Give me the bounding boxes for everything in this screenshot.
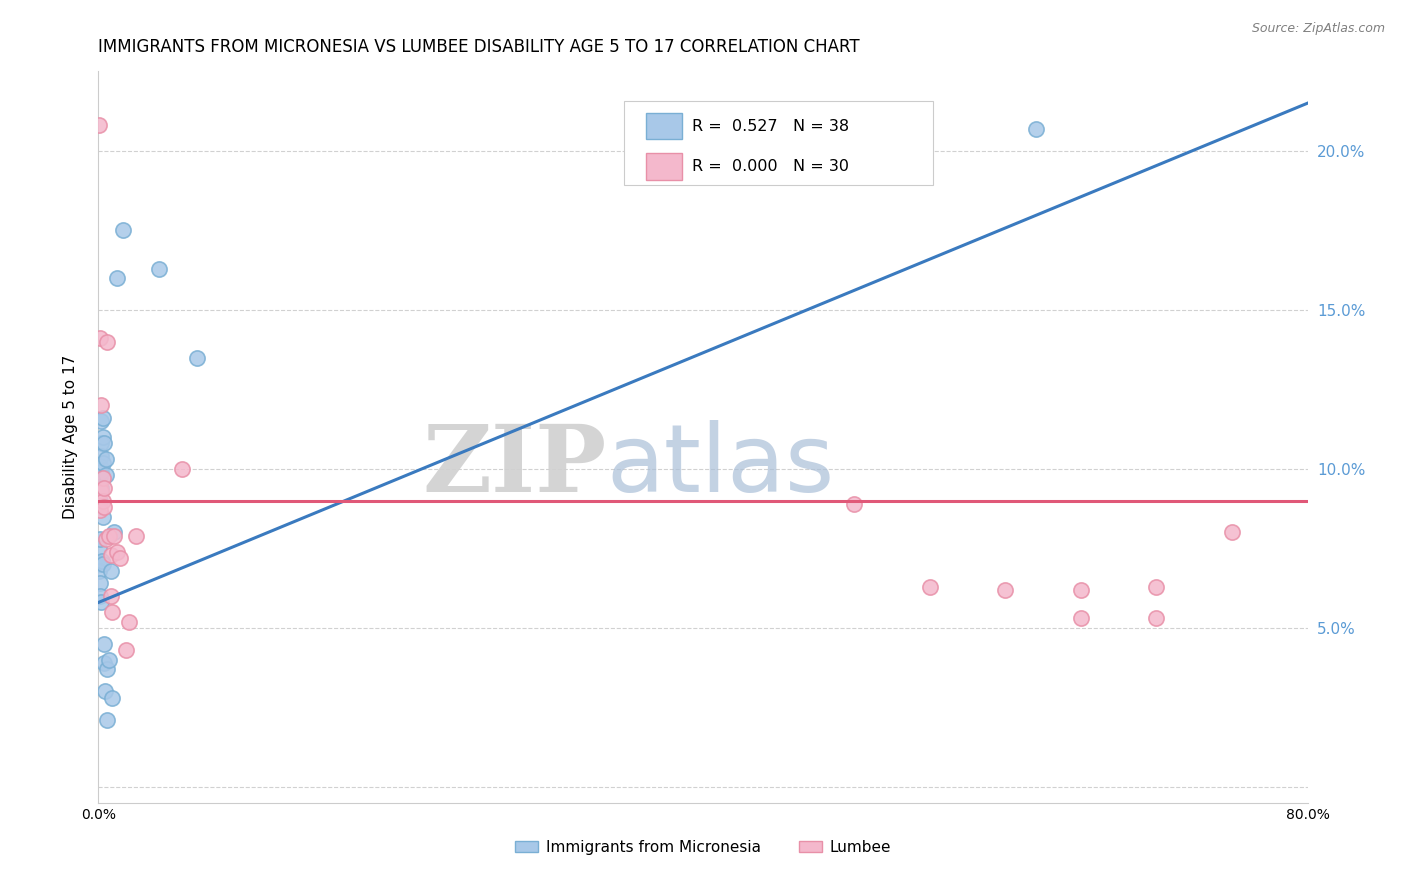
Point [91, 554, 114, 568]
Point [89, 503, 111, 517]
Point [114, 643, 136, 657]
Point [91, 456, 114, 470]
Point [93, 637, 115, 651]
Point [90, 449, 112, 463]
Point [90, 414, 112, 428]
Point [994, 582, 1017, 597]
Point [90, 436, 112, 450]
Point [125, 529, 148, 543]
Point [100, 548, 122, 562]
Text: atlas: atlas [606, 420, 835, 512]
Point [844, 497, 866, 511]
Point [1070, 611, 1092, 625]
Point [1144, 580, 1167, 594]
Point [100, 589, 122, 603]
Point [89, 541, 111, 556]
Point [101, 605, 124, 619]
Bar [647, 153, 682, 179]
Point [96, 713, 118, 727]
Point [148, 261, 170, 276]
Bar [647, 113, 682, 139]
Y-axis label: Disability Age 5 to 17: Disability Age 5 to 17 [63, 355, 77, 519]
Text: Source: ZipAtlas.com: Source: ZipAtlas.com [1251, 22, 1385, 36]
Point [103, 529, 125, 543]
Point [96, 662, 118, 676]
Point [101, 690, 124, 705]
Point [90, 465, 112, 479]
Point [90, 484, 112, 499]
Point [89, 331, 111, 345]
Point [186, 351, 208, 365]
Point [96, 334, 118, 349]
Point [89, 493, 111, 508]
Point [93, 481, 115, 495]
Point [91, 509, 114, 524]
Text: ZIP: ZIP [422, 421, 606, 511]
Point [94, 468, 117, 483]
Point [1144, 611, 1167, 625]
Point [89, 119, 111, 133]
Point [103, 525, 125, 540]
Point [100, 564, 122, 578]
Text: R =  0.527   N = 38: R = 0.527 N = 38 [692, 119, 849, 134]
Point [108, 550, 131, 565]
Point [98, 653, 121, 667]
Point [89, 532, 111, 546]
Point [105, 271, 128, 285]
Point [89, 471, 111, 485]
Point [93, 656, 115, 670]
Point [94, 684, 117, 698]
Point [89, 458, 111, 473]
Bar [624, 101, 932, 185]
Point [91, 430, 114, 444]
Point [94, 532, 117, 546]
Point [170, 462, 193, 476]
Point [89, 589, 111, 603]
Point [1070, 582, 1092, 597]
Point [90, 481, 112, 495]
Point [1220, 525, 1243, 540]
Point [93, 500, 115, 514]
Point [118, 615, 141, 629]
Point [91, 471, 114, 485]
Text: R =  0.000   N = 30: R = 0.000 N = 30 [692, 159, 849, 174]
Legend: Immigrants from Micronesia, Lumbee: Immigrants from Micronesia, Lumbee [509, 834, 897, 861]
Point [93, 436, 115, 450]
Point [90, 595, 112, 609]
Point [1024, 121, 1046, 136]
Point [111, 223, 134, 237]
Point [98, 529, 121, 543]
Point [94, 452, 117, 467]
Point [90, 398, 112, 412]
Text: IMMIGRANTS FROM MICRONESIA VS LUMBEE DISABILITY AGE 5 TO 17 CORRELATION CHART: IMMIGRANTS FROM MICRONESIA VS LUMBEE DIS… [98, 38, 860, 56]
Point [89, 564, 111, 578]
Point [91, 558, 114, 572]
Point [918, 580, 941, 594]
Point [91, 411, 114, 425]
Point [105, 544, 128, 558]
Point [89, 558, 111, 572]
Point [91, 493, 114, 508]
Point [89, 576, 111, 591]
